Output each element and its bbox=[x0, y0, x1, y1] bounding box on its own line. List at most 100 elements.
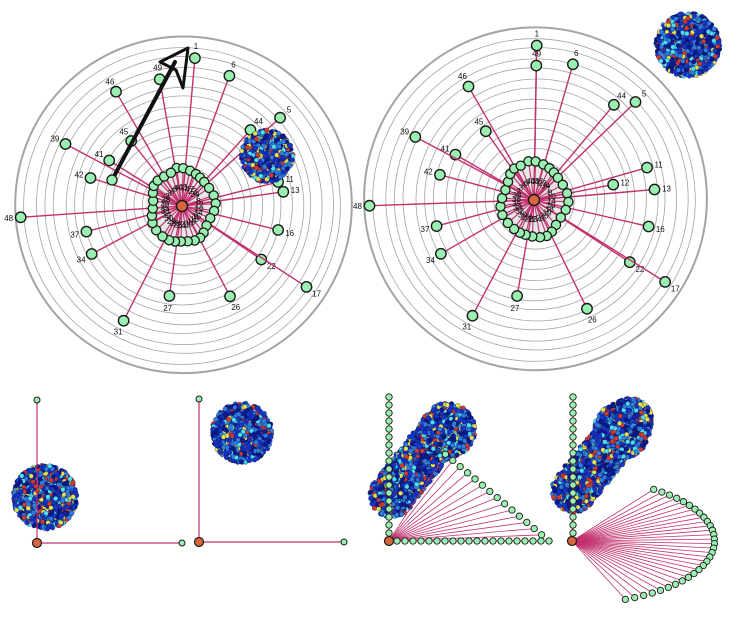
blob-dot bbox=[213, 440, 218, 445]
blob-dot bbox=[670, 57, 675, 62]
node bbox=[643, 221, 653, 231]
blob-dot bbox=[239, 153, 244, 158]
node bbox=[273, 225, 283, 235]
inner-node bbox=[563, 189, 572, 198]
node-label: 42 bbox=[424, 168, 433, 177]
blob-dot bbox=[257, 409, 262, 414]
axis-end-node bbox=[179, 540, 185, 546]
blob-dot bbox=[221, 435, 226, 440]
blob-dot bbox=[246, 154, 251, 159]
blob-dot bbox=[248, 422, 253, 427]
node-label: 13 bbox=[291, 186, 300, 195]
node-label: 37 bbox=[421, 225, 430, 234]
blob-dot bbox=[230, 411, 235, 416]
blob-dot bbox=[676, 32, 681, 37]
blob-dot bbox=[258, 160, 263, 165]
blob-dot bbox=[70, 511, 75, 516]
blob-dot bbox=[284, 152, 289, 157]
blob-dot bbox=[288, 143, 293, 148]
blob-dot bbox=[379, 511, 384, 516]
blob-dot bbox=[258, 454, 263, 459]
node bbox=[275, 113, 285, 123]
blob-dot bbox=[252, 435, 257, 440]
blob-dot bbox=[666, 34, 671, 39]
blob-dot bbox=[264, 154, 269, 159]
blob-dot bbox=[29, 474, 34, 479]
blob-dot bbox=[247, 458, 252, 463]
panel-bottom-2 bbox=[195, 396, 348, 547]
node-label: 27 bbox=[163, 304, 172, 313]
blob-dot bbox=[403, 495, 408, 500]
blob-dot bbox=[272, 144, 277, 149]
blob-dot bbox=[65, 490, 70, 495]
node bbox=[660, 277, 670, 287]
node-label: 41 bbox=[95, 150, 104, 159]
direction-arrow-shaft bbox=[112, 62, 175, 180]
blob-dot bbox=[278, 175, 283, 180]
blob-dot bbox=[262, 419, 267, 424]
blob-dot bbox=[14, 493, 19, 498]
node bbox=[435, 170, 445, 180]
blob-dot bbox=[74, 500, 79, 505]
axis-end-node bbox=[341, 539, 347, 545]
blob-dot bbox=[704, 48, 709, 53]
node bbox=[609, 100, 619, 110]
blob-dot bbox=[659, 59, 664, 64]
node-label: 49 bbox=[153, 63, 162, 72]
blob-dot bbox=[263, 140, 268, 145]
blob-dot bbox=[220, 421, 225, 426]
center-node bbox=[177, 201, 188, 212]
blob-dot bbox=[280, 134, 285, 139]
node-label: 5 bbox=[642, 90, 647, 99]
node bbox=[512, 291, 522, 301]
inner-node bbox=[558, 180, 567, 189]
inner-label: 9 bbox=[525, 178, 530, 187]
blob-dot bbox=[667, 38, 672, 43]
blob-dot bbox=[267, 164, 272, 169]
blob-dot bbox=[234, 455, 239, 460]
blob-dot bbox=[277, 164, 282, 169]
node bbox=[224, 71, 234, 81]
blob-dot bbox=[249, 410, 254, 415]
blob-dot bbox=[228, 425, 233, 430]
blob-dot bbox=[271, 151, 276, 156]
blob-dot bbox=[253, 131, 258, 136]
blob-dot bbox=[277, 144, 282, 149]
blob-dot bbox=[710, 57, 715, 62]
blob-dot bbox=[49, 478, 54, 483]
blob-dot bbox=[25, 520, 30, 525]
node bbox=[111, 87, 121, 97]
blob-dot bbox=[684, 26, 689, 31]
blob-dot bbox=[688, 36, 693, 41]
blob-dot bbox=[43, 500, 48, 505]
blob-dot bbox=[692, 13, 697, 18]
blob-dot bbox=[693, 25, 698, 30]
node-label: 17 bbox=[312, 289, 321, 298]
blob-dot bbox=[259, 174, 264, 179]
node bbox=[642, 162, 652, 172]
panel-top-left: 1644511131622172627313437484241394546494… bbox=[4, 37, 352, 374]
blob-dot bbox=[707, 21, 712, 26]
blob-dot bbox=[26, 506, 31, 511]
blob-dot bbox=[49, 506, 54, 511]
blob-dot bbox=[398, 491, 403, 496]
blob-dot bbox=[70, 481, 75, 486]
blob-dot bbox=[676, 43, 681, 48]
node-label: 48 bbox=[353, 202, 362, 211]
inner-node bbox=[516, 161, 525, 170]
blob-dot bbox=[28, 496, 33, 501]
blob-dot bbox=[67, 516, 72, 521]
blob-dot bbox=[223, 427, 228, 432]
blob-dot bbox=[245, 418, 250, 423]
blob-dot bbox=[216, 421, 221, 426]
blob-dot bbox=[676, 68, 681, 73]
blob-dot bbox=[287, 162, 292, 167]
blob-dot bbox=[13, 484, 18, 489]
node-label: 13 bbox=[662, 184, 671, 193]
blob-dot bbox=[228, 405, 233, 410]
blob-dot bbox=[670, 50, 675, 55]
blob-dot bbox=[46, 495, 51, 500]
